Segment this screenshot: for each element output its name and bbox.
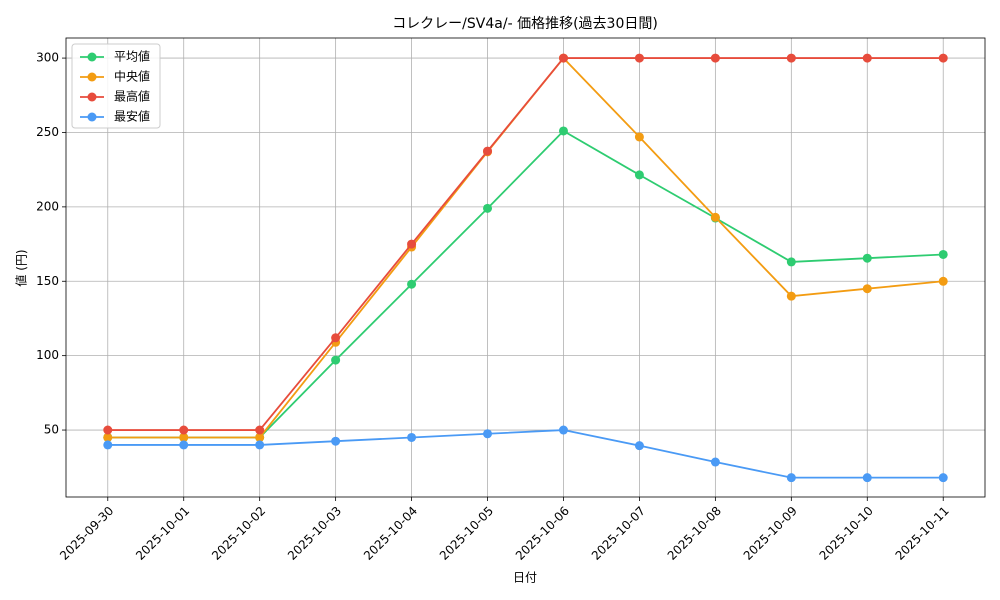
data-point bbox=[938, 473, 948, 483]
data-point bbox=[255, 440, 265, 450]
data-point bbox=[634, 170, 644, 180]
data-point bbox=[407, 239, 417, 249]
legend-marker bbox=[87, 92, 97, 102]
data-point bbox=[255, 425, 265, 435]
data-point bbox=[634, 441, 644, 451]
data-point bbox=[103, 425, 113, 435]
data-point bbox=[862, 253, 872, 263]
data-point bbox=[634, 53, 644, 63]
legend-label: 平均値 bbox=[114, 49, 150, 64]
data-point bbox=[179, 440, 189, 450]
series-line bbox=[107, 57, 944, 431]
y-tick-label: 150 bbox=[36, 274, 59, 288]
y-tick-label: 300 bbox=[36, 51, 59, 65]
legend-label: 最安値 bbox=[114, 109, 150, 124]
data-point bbox=[938, 249, 948, 259]
data-point bbox=[103, 440, 113, 450]
data-point bbox=[938, 276, 948, 286]
data-point bbox=[483, 429, 493, 439]
data-point bbox=[786, 257, 796, 267]
data-point bbox=[710, 53, 720, 63]
data-point bbox=[331, 333, 341, 343]
data-point bbox=[710, 457, 720, 467]
y-tick-label: 100 bbox=[36, 348, 59, 362]
data-point bbox=[407, 279, 417, 289]
data-point bbox=[786, 53, 796, 63]
data-point bbox=[103, 432, 113, 442]
legend-marker bbox=[87, 52, 97, 62]
data-point bbox=[862, 473, 872, 483]
legend-marker bbox=[87, 72, 97, 82]
x-axis-label: 日付 bbox=[513, 571, 537, 585]
data-point bbox=[558, 53, 568, 63]
y-axis-label: 値 (円) bbox=[14, 249, 29, 286]
plot-frame bbox=[65, 37, 986, 498]
legend-label: 中央値 bbox=[114, 69, 150, 84]
data-point bbox=[938, 53, 948, 63]
data-point bbox=[862, 284, 872, 294]
data-point bbox=[862, 53, 872, 63]
data-point bbox=[786, 473, 796, 483]
y-tick-label: 50 bbox=[44, 423, 59, 437]
data-point bbox=[786, 291, 796, 301]
data-point bbox=[710, 212, 720, 222]
data-point bbox=[407, 432, 417, 442]
series-line bbox=[107, 429, 944, 479]
y-tick-label: 250 bbox=[36, 125, 59, 139]
data-point bbox=[634, 132, 644, 142]
y-tick-label: 200 bbox=[36, 199, 59, 213]
data-point bbox=[331, 436, 341, 446]
data-point bbox=[255, 432, 265, 442]
data-point bbox=[483, 203, 493, 213]
data-point bbox=[558, 126, 568, 136]
data-point bbox=[558, 425, 568, 435]
data-point bbox=[179, 425, 189, 435]
legend-box bbox=[71, 43, 161, 129]
legend-label: 最高値 bbox=[114, 89, 150, 104]
legend-marker bbox=[87, 112, 97, 122]
chart-title: コレクレー/SV4a/- 価格推移(過去30日間) bbox=[392, 16, 658, 32]
data-point bbox=[483, 146, 493, 156]
data-point bbox=[331, 355, 341, 365]
data-point bbox=[179, 432, 189, 442]
